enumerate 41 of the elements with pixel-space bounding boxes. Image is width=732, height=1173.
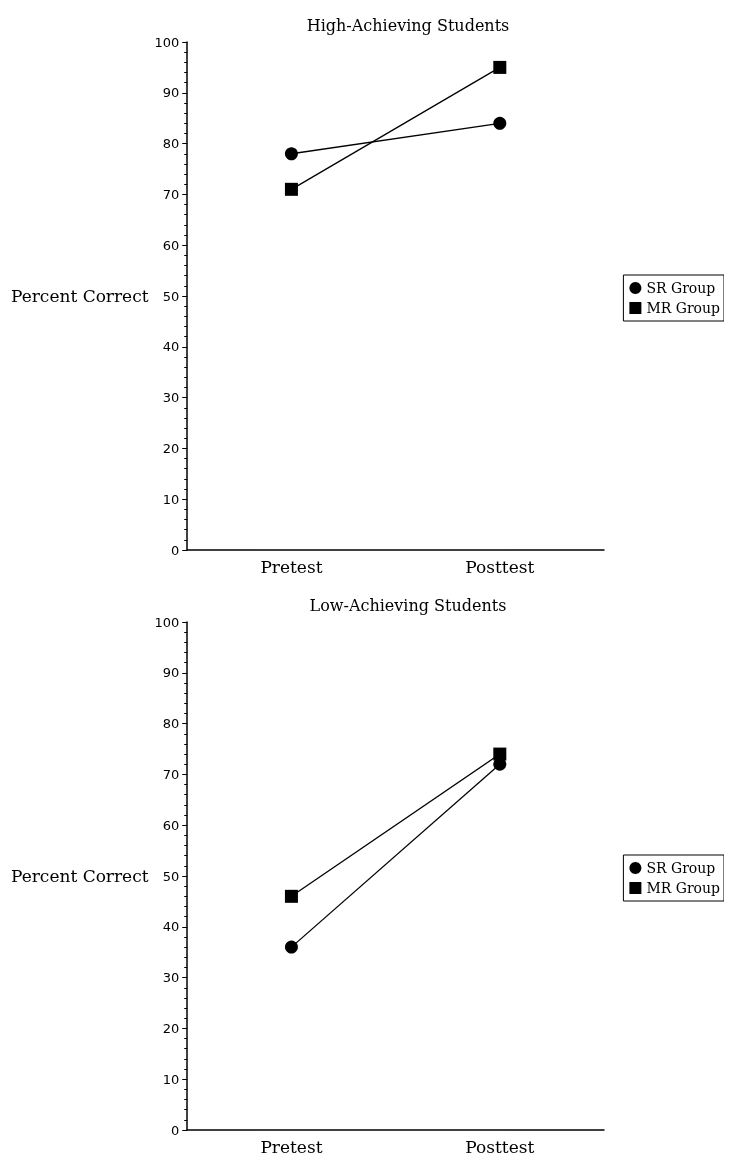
y-tick-label: 100: [154, 34, 180, 50]
point: [284, 889, 298, 903]
point: [493, 747, 507, 761]
y-tick-label: 30: [162, 390, 180, 406]
point: [493, 116, 507, 130]
y-tick-label: 100: [154, 614, 180, 630]
y-tick-label: 80: [162, 716, 180, 732]
y-tick-label: 80: [162, 136, 180, 152]
y-tick-label: 90: [162, 85, 180, 101]
chart-title: Low-Achieving Students: [309, 595, 507, 615]
point: [284, 182, 298, 196]
y-tick-label: 60: [162, 237, 180, 253]
chart-title: High-Achieving Students: [306, 15, 510, 35]
legend-label: MR Group: [646, 300, 721, 316]
point: [284, 147, 298, 161]
y-tick-label: 40: [162, 919, 180, 935]
y-axis-title: Percent Correct: [10, 866, 149, 886]
y-axis-title: Percent Correct: [10, 286, 149, 306]
legend-label: SR Group: [646, 860, 716, 876]
y-tick-label: 20: [162, 1020, 180, 1036]
y-tick-label: 60: [162, 817, 180, 833]
y-tick-label: 20: [162, 440, 180, 456]
y-tick-label: 0: [170, 542, 180, 558]
y-tick-label: 70: [162, 186, 180, 202]
x-tick-label: Pretest: [260, 556, 323, 577]
y-tick-label: 30: [162, 970, 180, 986]
y-tick-label: 10: [162, 491, 180, 507]
y-tick-label: 50: [162, 288, 180, 304]
y-tick-label: 90: [162, 665, 180, 681]
x-tick-label: Pretest: [260, 1136, 323, 1157]
point: [284, 940, 298, 954]
point: [493, 60, 507, 74]
legend-label: MR Group: [646, 880, 721, 896]
y-tick-label: 0: [170, 1122, 180, 1138]
y-tick-label: 50: [162, 868, 180, 884]
legend-label: SR Group: [646, 280, 716, 296]
y-tick-label: 70: [162, 766, 180, 782]
y-tick-label: 10: [162, 1071, 180, 1087]
x-tick-label: Posttest: [465, 556, 535, 577]
x-tick-label: Posttest: [465, 1136, 535, 1157]
y-tick-label: 40: [162, 339, 180, 355]
